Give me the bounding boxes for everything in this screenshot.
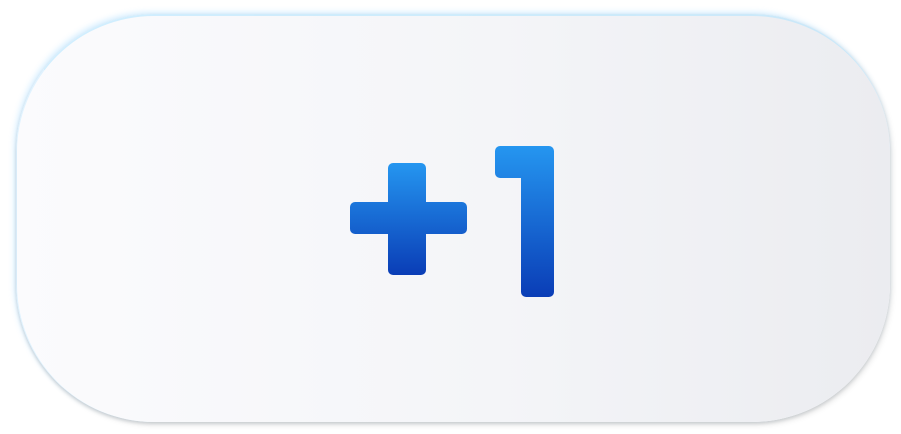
plus-one-button[interactable] — [16, 14, 890, 422]
plus-sign-icon — [350, 163, 467, 275]
digit-one-icon — [495, 146, 554, 297]
plus-one-icon — [350, 146, 554, 297]
